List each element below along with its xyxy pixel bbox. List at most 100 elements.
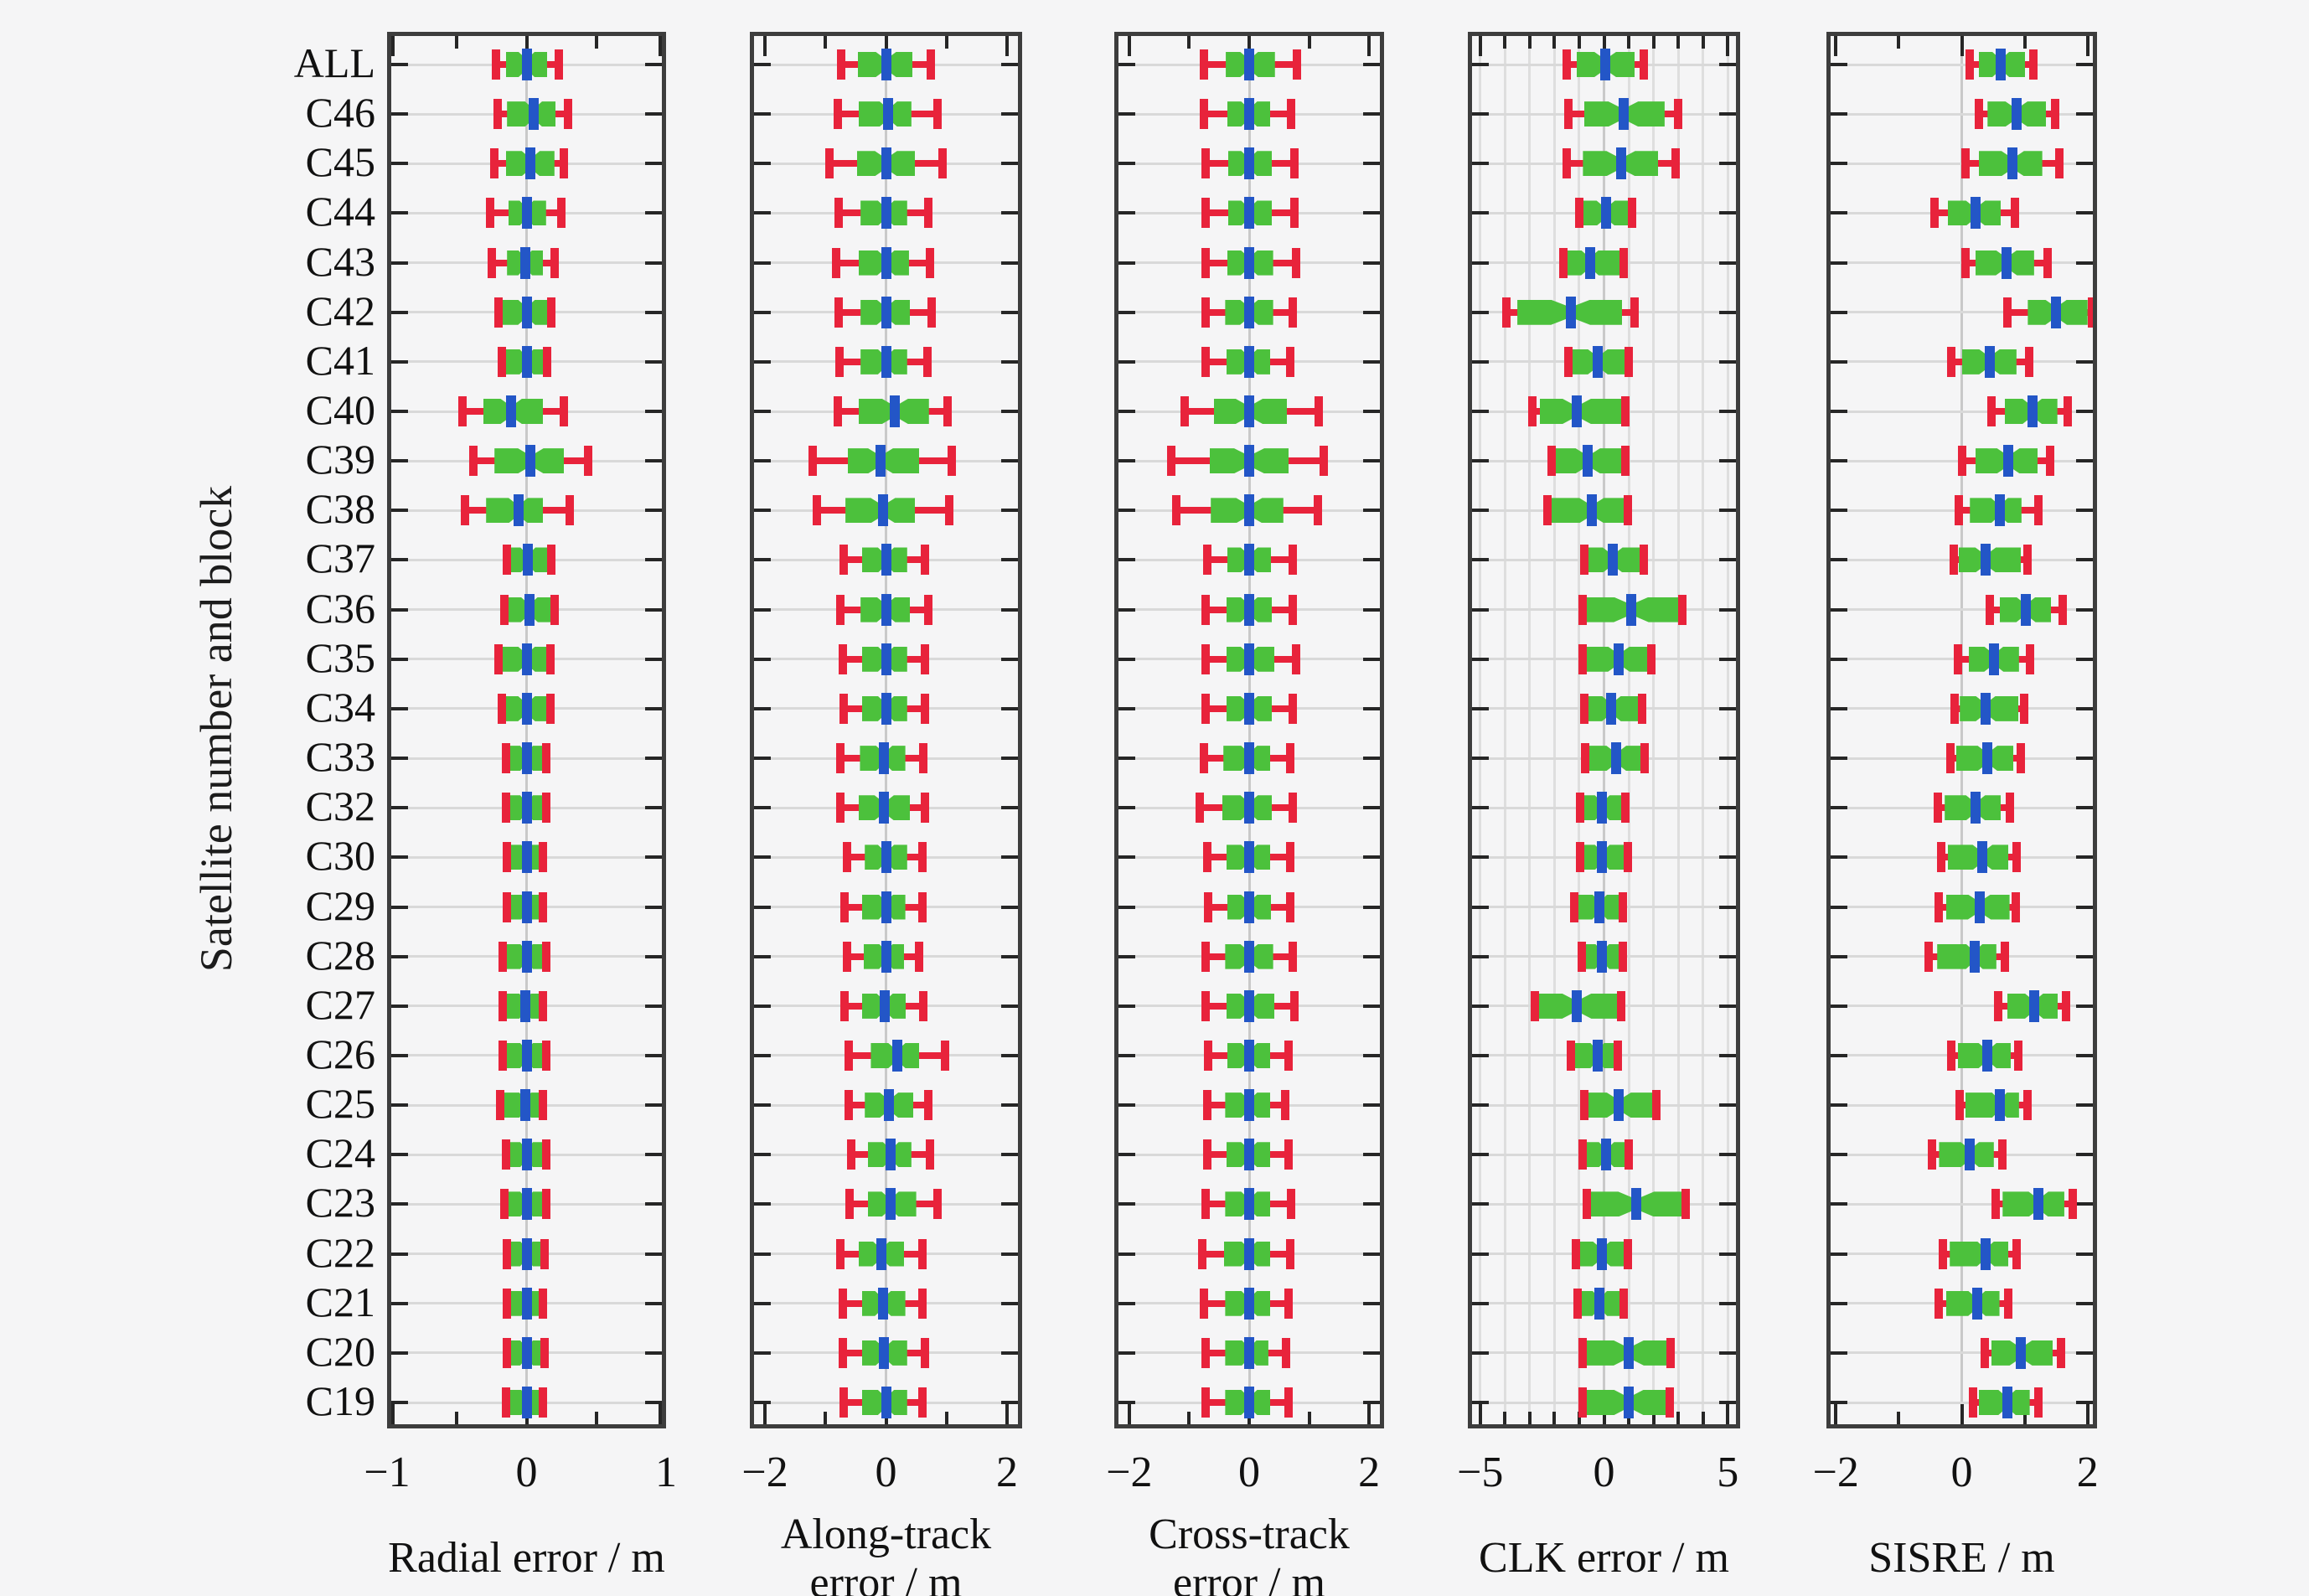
row-tick-left	[391, 112, 408, 116]
x-tick-bottom	[1503, 1412, 1507, 1424]
row-tick-left	[1472, 162, 1489, 166]
row-tick-right	[1363, 1053, 1380, 1057]
whisker-cap-high-C19	[917, 1387, 927, 1418]
median-C32	[521, 792, 532, 824]
row-tick-left	[391, 706, 408, 710]
row-tick-left	[1472, 1202, 1489, 1206]
whisker-cap-high-C24	[925, 1139, 934, 1170]
whisker-cap-low-C28	[1577, 941, 1586, 972]
row-tick-left	[1472, 459, 1489, 463]
row-tick-right	[1719, 1252, 1736, 1256]
whisker-cap-low-C25	[495, 1090, 504, 1121]
whisker-cap-low-C43	[487, 247, 496, 278]
whisker-cap-low-C22	[836, 1238, 845, 1269]
whisker-cap-high-C23	[2068, 1189, 2077, 1220]
median-C24	[1601, 1139, 1612, 1171]
row-tick-left	[391, 63, 408, 66]
row-tick-right	[1001, 1351, 1018, 1355]
median-C25	[884, 1089, 895, 1122]
row-tick-right	[1001, 63, 1018, 66]
whisker-cap-low-C41	[1563, 346, 1573, 377]
x-tick-label: −1	[364, 1449, 411, 1496]
row-tick-right	[645, 1351, 662, 1355]
row-tick-right	[645, 1103, 662, 1108]
row-tick-left	[391, 1351, 408, 1355]
whisker-cap-high-C23	[541, 1189, 550, 1220]
median-C42	[1244, 296, 1254, 328]
median-C46	[2011, 98, 2022, 131]
row-tick-left	[754, 1252, 771, 1256]
whisker-cap-high-C44	[1289, 198, 1299, 229]
row-tick-right	[2076, 1252, 2093, 1256]
h-gridline	[1831, 1401, 2093, 1404]
row-tick-left	[754, 459, 771, 463]
row-tick-right	[645, 1301, 662, 1305]
whisker-cap-low-C45	[1563, 148, 1572, 179]
row-tick-right	[1363, 211, 1380, 215]
median-C37	[1981, 544, 1991, 576]
row-tick-right	[1363, 806, 1380, 810]
row-tick-left	[1472, 310, 1489, 314]
x-tick-top	[1676, 36, 1681, 49]
whisker-cap-high-C28	[1288, 941, 1297, 972]
whisker-cap-high-C40	[2064, 396, 2073, 427]
row-tick-left	[754, 1153, 771, 1157]
row-tick-right	[2076, 211, 2093, 215]
row-tick-right	[2076, 1351, 2093, 1355]
whisker-cap-low-C20	[1201, 1337, 1211, 1368]
whisker-cap-high-C34	[1288, 693, 1297, 724]
row-tick-left	[1831, 410, 1847, 414]
row-tick-right	[645, 1401, 662, 1404]
x-tick-bottom	[391, 1404, 395, 1424]
row-tick-right	[645, 954, 662, 958]
whisker-cap-high-C22	[1285, 1238, 1294, 1269]
median-C43	[1584, 246, 1595, 279]
whisker-cap-low-C29	[1204, 891, 1213, 922]
y-tick-label-c43: C43	[305, 237, 375, 285]
whisker-cap-low-C34	[1950, 693, 1960, 724]
h-gridline	[1831, 1005, 2093, 1008]
median-C43	[2001, 246, 2012, 279]
median-C36	[1244, 593, 1254, 626]
whisker-cap-high-C21	[917, 1288, 927, 1319]
whisker-cap-low-C38	[813, 495, 822, 526]
whisker-cap-low-C24	[1928, 1139, 1937, 1170]
row-tick-right	[1363, 706, 1380, 710]
median-C38	[1994, 494, 2005, 527]
whisker-cap-high-C21	[2004, 1288, 2013, 1319]
row-tick-left	[754, 657, 771, 661]
x-tick-label: 1	[655, 1449, 677, 1496]
whisker-cap-high-C42	[927, 297, 936, 328]
row-tick-right	[1363, 558, 1380, 562]
x-tick-label: 2	[995, 1449, 1018, 1496]
h-gridline	[1831, 63, 2093, 66]
x-axis-title: SISRE / m	[1868, 1534, 2055, 1582]
row-tick-right	[1363, 112, 1380, 116]
x-tick-bottom	[659, 1404, 662, 1424]
median-C29	[1974, 891, 1985, 923]
whisker-cap-high-C30	[1285, 842, 1294, 873]
whisker-cap-high-C42	[547, 297, 556, 328]
row-tick-right	[2076, 1202, 2093, 1206]
whisker-cap-low-C26	[1204, 1040, 1213, 1071]
whisker-cap-low-C30	[1937, 842, 1946, 873]
whisker-cap-high-ALL	[1639, 49, 1648, 80]
median-C25	[1244, 1089, 1254, 1122]
whisker-cap-low-C44	[1201, 198, 1211, 229]
row-tick-right	[2076, 607, 2093, 612]
whisker-cap-high-C46	[564, 99, 573, 130]
row-tick-right	[1001, 905, 1018, 909]
y-tick-label-c42: C42	[305, 287, 375, 334]
x-tick-top	[1577, 36, 1581, 49]
whisker-cap-low-C23	[1201, 1189, 1211, 1220]
row-tick-right	[1363, 359, 1380, 364]
row-tick-left	[1118, 310, 1135, 314]
row-tick-right	[1001, 1004, 1018, 1008]
row-tick-right	[2076, 954, 2093, 958]
row-tick-right	[2076, 1004, 2093, 1008]
median-C33	[1982, 742, 1993, 775]
row-tick-right	[645, 261, 662, 265]
whisker-cap-high-C25	[1651, 1090, 1661, 1121]
whisker-cap-high-C39	[2046, 446, 2055, 477]
median-C20	[521, 1336, 532, 1369]
